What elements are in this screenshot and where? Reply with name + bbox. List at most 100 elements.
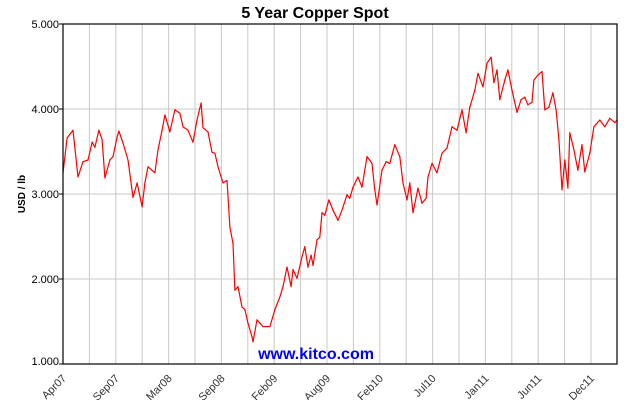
data-point xyxy=(217,166,219,168)
data-point xyxy=(427,176,429,178)
data-point xyxy=(104,177,106,179)
data-point xyxy=(385,161,387,163)
y-tick-label: 1.000 xyxy=(31,356,59,368)
data-point xyxy=(544,109,546,111)
data-point xyxy=(504,79,506,81)
data-point xyxy=(573,149,575,151)
data-point xyxy=(229,226,231,228)
data-point xyxy=(361,186,363,188)
data-point xyxy=(507,69,509,71)
data-point xyxy=(234,289,236,291)
data-point xyxy=(552,92,554,94)
data-point xyxy=(446,147,448,149)
data-point xyxy=(77,176,79,178)
data-point xyxy=(389,162,391,164)
data-point xyxy=(109,159,111,161)
data-point xyxy=(456,129,458,131)
data-point xyxy=(116,136,118,138)
data-point xyxy=(247,322,249,324)
data-point xyxy=(161,129,163,131)
data-point xyxy=(122,142,124,144)
data-point xyxy=(541,71,543,73)
data-point xyxy=(174,109,176,111)
data-point xyxy=(312,264,314,266)
data-point xyxy=(241,306,243,308)
data-point xyxy=(352,186,354,188)
data-point xyxy=(319,236,321,238)
x-axis: Apr07 Sep07 Mar08 Sep08 Feb09 Aug09 Feb10 Jul10… xyxy=(40,373,597,404)
data-point xyxy=(307,266,309,268)
data-point xyxy=(465,132,467,134)
data-point xyxy=(425,197,427,199)
data-point xyxy=(614,122,616,124)
data-point xyxy=(182,126,184,128)
y-axis-label: USD / lb xyxy=(17,175,28,213)
data-point xyxy=(324,214,326,216)
x-tick-label: Feb10 xyxy=(355,373,386,400)
data-point xyxy=(332,209,334,211)
data-point xyxy=(132,196,134,198)
data-point xyxy=(286,266,288,268)
data-point xyxy=(533,79,535,81)
data-point xyxy=(196,119,198,121)
data-point xyxy=(609,117,611,119)
x-tick-label: Jan11 xyxy=(462,373,491,400)
data-point xyxy=(192,141,194,143)
data-point xyxy=(461,109,463,111)
x-tick-label: Aug09 xyxy=(302,373,333,400)
data-point xyxy=(374,189,376,191)
data-point xyxy=(214,152,216,154)
data-point xyxy=(409,182,411,184)
data-point xyxy=(252,341,254,343)
y-tick-label: 3.000 xyxy=(31,189,59,201)
data-point xyxy=(569,132,571,134)
data-point xyxy=(269,326,271,328)
data-point xyxy=(496,69,498,71)
data-point xyxy=(604,126,606,128)
y-tick-label: 2.000 xyxy=(31,274,59,286)
data-point xyxy=(558,139,560,141)
data-point xyxy=(144,182,146,184)
x-tick-label: Jun11 xyxy=(515,373,544,400)
data-point xyxy=(394,144,396,146)
x-tick-label: Dec11 xyxy=(567,373,597,400)
data-point xyxy=(346,194,348,196)
data-point xyxy=(296,277,298,279)
data-point xyxy=(112,156,114,158)
data-point xyxy=(593,126,595,128)
x-tick-label: Jul10 xyxy=(412,373,439,400)
gridlines xyxy=(63,24,617,364)
y-tick-label: 5.000 xyxy=(31,19,59,31)
data-point xyxy=(376,204,378,206)
data-point xyxy=(366,156,368,158)
data-point xyxy=(499,99,501,101)
watermark: www.kitco.com xyxy=(257,346,374,363)
data-point xyxy=(147,166,149,168)
data-point xyxy=(412,212,414,214)
data-point xyxy=(406,199,408,201)
data-point xyxy=(72,129,74,131)
data-point xyxy=(154,172,156,174)
data-point xyxy=(316,239,318,241)
data-point xyxy=(274,309,276,311)
data-point xyxy=(222,182,224,184)
data-point xyxy=(371,162,373,164)
data-point xyxy=(417,187,419,189)
data-point xyxy=(524,96,526,98)
data-point xyxy=(381,169,383,171)
data-point xyxy=(520,99,522,101)
data-point xyxy=(511,89,513,91)
data-point xyxy=(304,246,306,248)
data-point xyxy=(141,206,143,208)
chart-title: 5 Year Copper Spot xyxy=(241,5,389,22)
data-point xyxy=(577,169,579,171)
data-point xyxy=(486,62,488,64)
data-point xyxy=(256,319,258,321)
data-point xyxy=(207,131,209,133)
data-point xyxy=(581,144,583,146)
data-point xyxy=(589,152,591,154)
data-point xyxy=(555,109,557,111)
data-point xyxy=(537,74,539,76)
data-point xyxy=(474,89,476,91)
